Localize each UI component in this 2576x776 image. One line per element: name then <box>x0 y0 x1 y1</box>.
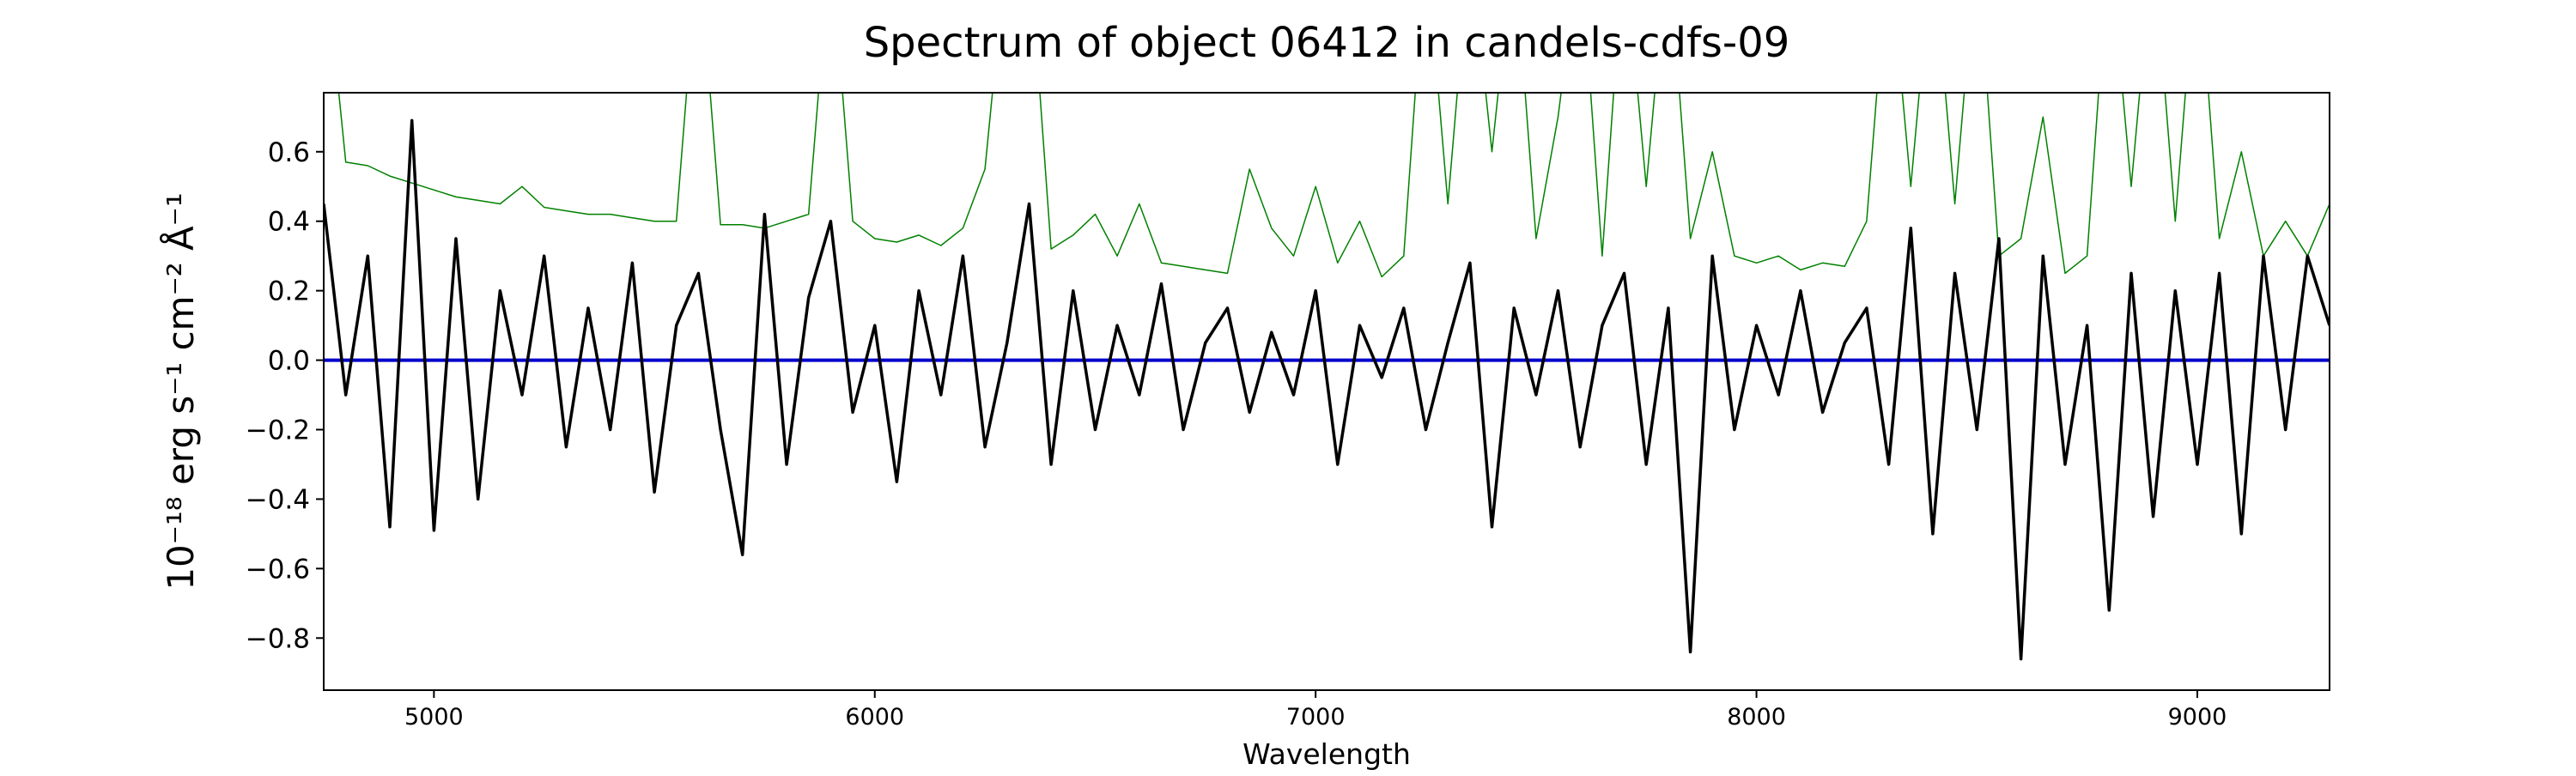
x-tick-label: 6000 <box>845 704 904 731</box>
x-tick-label: 9000 <box>2168 704 2227 731</box>
spectrum-line <box>337 93 2330 278</box>
chart-title: Spectrum of object 06412 in candels-cdfs… <box>864 19 1790 67</box>
y-axis-label: 10⁻¹⁸ erg s⁻¹ cm⁻² Å⁻¹ <box>159 192 202 590</box>
axes-frame <box>323 92 2330 691</box>
y-tick-label: −0.2 <box>246 415 310 446</box>
y-tick-label: 0.2 <box>268 276 310 307</box>
x-tick-label: 7000 <box>1286 704 1346 731</box>
x-tick-label: 8000 <box>1727 704 1786 731</box>
x-tick-label: 5000 <box>404 704 464 731</box>
y-tick-label: 0.6 <box>268 137 310 168</box>
spectrum-line <box>324 118 2330 661</box>
y-tick-label: 0.0 <box>268 346 310 377</box>
y-tick-label: −0.4 <box>246 484 310 515</box>
x-axis-label: Wavelength <box>1242 737 1411 771</box>
y-tick-label: −0.8 <box>246 623 310 654</box>
y-tick-label: −0.6 <box>246 554 310 585</box>
plot-area <box>324 93 2330 661</box>
y-tick-label: 0.4 <box>268 207 310 238</box>
